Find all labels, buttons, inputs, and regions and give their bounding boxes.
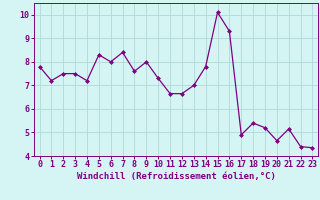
X-axis label: Windchill (Refroidissement éolien,°C): Windchill (Refroidissement éolien,°C) [76,172,276,181]
